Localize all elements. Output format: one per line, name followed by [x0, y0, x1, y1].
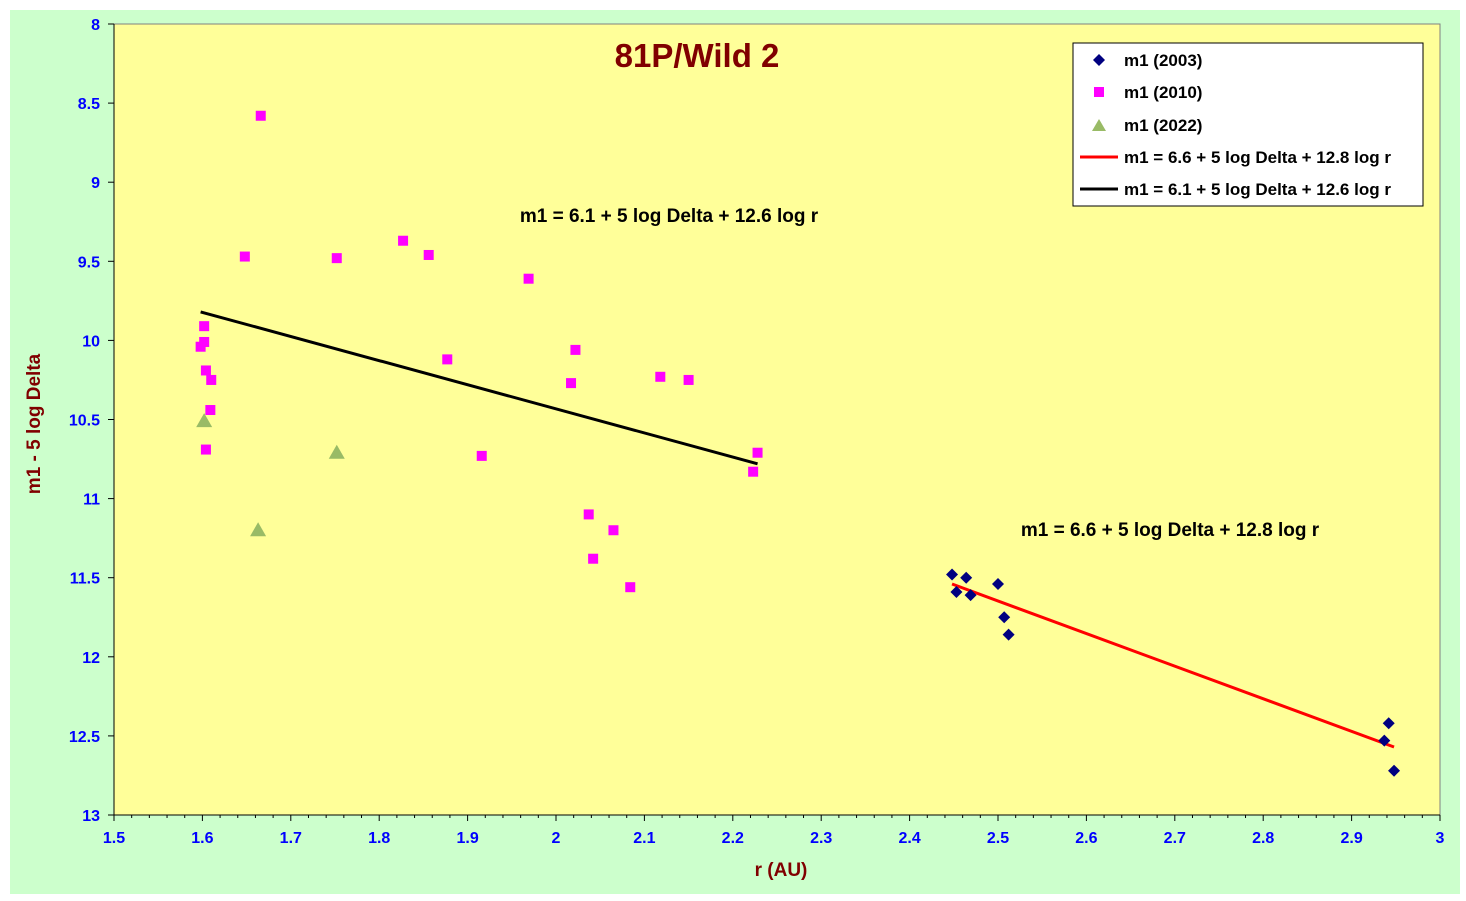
- x-tick-label: 2.5: [987, 830, 1009, 847]
- data-point-12003: [1378, 734, 1391, 747]
- x-tick-label: 2.7: [1164, 830, 1186, 847]
- y-tick-label: 12: [82, 650, 100, 667]
- data-point-12003: [992, 578, 1004, 591]
- data-point-12010: [239, 251, 250, 262]
- data-point-12003: [998, 611, 1011, 624]
- annotation-fit-2003: m1 = 6.6 + 5 log Delta + 12.8 log r: [1021, 520, 1320, 541]
- y-axis-title: m1 - 5 log Delta: [24, 353, 45, 494]
- y-tick-label: 8.5: [78, 96, 100, 113]
- data-point-12010: [752, 447, 763, 458]
- annotation-fit-2010: m1 = 6.1 + 5 log Delta + 12.6 log r: [520, 206, 819, 227]
- data-point-12010: [199, 321, 210, 332]
- data-point-12010: [583, 509, 594, 520]
- data-point-12003: [946, 568, 959, 581]
- x-axis-title: r (AU): [755, 860, 808, 881]
- y-tick-label: 11: [83, 492, 100, 509]
- data-point-12022: [328, 444, 345, 459]
- data-point-12010: [588, 553, 599, 564]
- y-tick-label: 10: [82, 333, 100, 350]
- data-point-12010: [442, 354, 453, 365]
- legend-item-2022: m1 (2022): [1092, 116, 1202, 135]
- data-point-12003: [950, 585, 963, 598]
- data-point-12010: [255, 110, 266, 121]
- data-point-12022: [196, 413, 213, 428]
- legend-item-fit-2010: m1 = 6.1 + 5 log Delta + 12.6 log r: [1080, 180, 1391, 199]
- data-point-12010: [748, 466, 759, 477]
- data-point-12010: [398, 235, 409, 246]
- legend-label-2003: m1 (2003): [1124, 51, 1202, 70]
- data-point-12010: [331, 253, 342, 264]
- legend-label-fit-2003: m1 = 6.6 + 5 log Delta + 12.8 log r: [1124, 148, 1391, 167]
- x-tick-label: 1.7: [280, 830, 302, 847]
- y-tick-label: 8: [91, 17, 100, 34]
- data-point-12010: [566, 378, 577, 389]
- y-tick-label: 13: [82, 808, 100, 825]
- data-point-12010: [625, 582, 636, 593]
- x-tick-label: 2.2: [722, 830, 744, 847]
- x-tick-label: 1.8: [368, 830, 390, 847]
- x-axis: 1.5 1.6 1.7 1.8 1.9 2 2.1 2.2 2.3 2.4 2.5 2.6 2.7 2.8…: [103, 814, 1445, 847]
- legend: m1 (2003) m1 (2010) m1 (2022) m1 = 6.6 +…: [1072, 42, 1424, 207]
- data-point-12010: [523, 273, 534, 284]
- x-tick-label: 2.4: [898, 830, 920, 847]
- x-tick-label: 3: [1436, 830, 1445, 847]
- legend-marker-2022: [1092, 119, 1106, 131]
- data-point-12003: [1388, 764, 1401, 777]
- y-tick-label: 10.5: [69, 413, 100, 430]
- data-point-12010: [655, 371, 666, 382]
- data-points: [195, 110, 1401, 777]
- data-point-12022: [250, 522, 267, 537]
- data-point-12010: [200, 444, 211, 455]
- legend-marker-2010: [1094, 87, 1104, 97]
- y-tick-label: 11.5: [70, 571, 100, 588]
- y-tick-label: 12.5: [69, 729, 100, 746]
- data-point-12010: [205, 405, 216, 416]
- x-tick-label: 2.8: [1252, 830, 1274, 847]
- legend-item-fit-2003: m1 = 6.6 + 5 log Delta + 12.8 log r: [1080, 148, 1391, 167]
- x-tick-label: 1.6: [191, 830, 213, 847]
- data-point-12010: [683, 374, 694, 385]
- x-tick-label: 1.9: [456, 830, 478, 847]
- x-tick-label: 2.1: [633, 830, 655, 847]
- data-point-12010: [195, 341, 206, 352]
- fit-line-2003: [951, 582, 1395, 749]
- x-tick-label: 2.9: [1340, 830, 1362, 847]
- data-point-12010: [206, 374, 217, 385]
- legend-box: [1072, 42, 1424, 207]
- legend-item-2010: m1 (2010): [1094, 83, 1202, 102]
- data-point-12010: [423, 249, 434, 260]
- data-point-12003: [964, 589, 977, 602]
- y-axis: 8 8.5 9 9.5 10 10.5 11 11.5 12 12.5 13: [69, 17, 115, 825]
- legend-label-fit-2010: m1 = 6.1 + 5 log Delta + 12.6 log r: [1124, 180, 1391, 199]
- fit-line-2010: [200, 310, 758, 466]
- data-point-12010: [608, 525, 619, 536]
- x-tick-label: 2: [552, 830, 561, 847]
- data-point-12010: [476, 450, 487, 461]
- data-point-12010: [570, 344, 581, 355]
- data-point-12003: [960, 571, 973, 584]
- data-point-12003: [1002, 628, 1015, 641]
- chart-title: 81P/Wild 2: [615, 37, 780, 74]
- data-point-12010: [200, 365, 211, 376]
- legend-marker-2003: [1093, 54, 1105, 66]
- x-tick-label: 2.6: [1075, 830, 1097, 847]
- x-tick-label: 1.5: [103, 830, 125, 847]
- legend-label-2022: m1 (2022): [1124, 116, 1202, 135]
- y-tick-label: 9: [91, 175, 100, 192]
- fit-lines: [200, 310, 1395, 749]
- legend-label-2010: m1 (2010): [1124, 83, 1202, 102]
- data-point-12003: [1382, 717, 1395, 730]
- x-tick-label: 2.3: [810, 830, 832, 847]
- legend-item-2003: m1 (2003): [1093, 51, 1202, 70]
- y-tick-label: 9.5: [78, 254, 100, 271]
